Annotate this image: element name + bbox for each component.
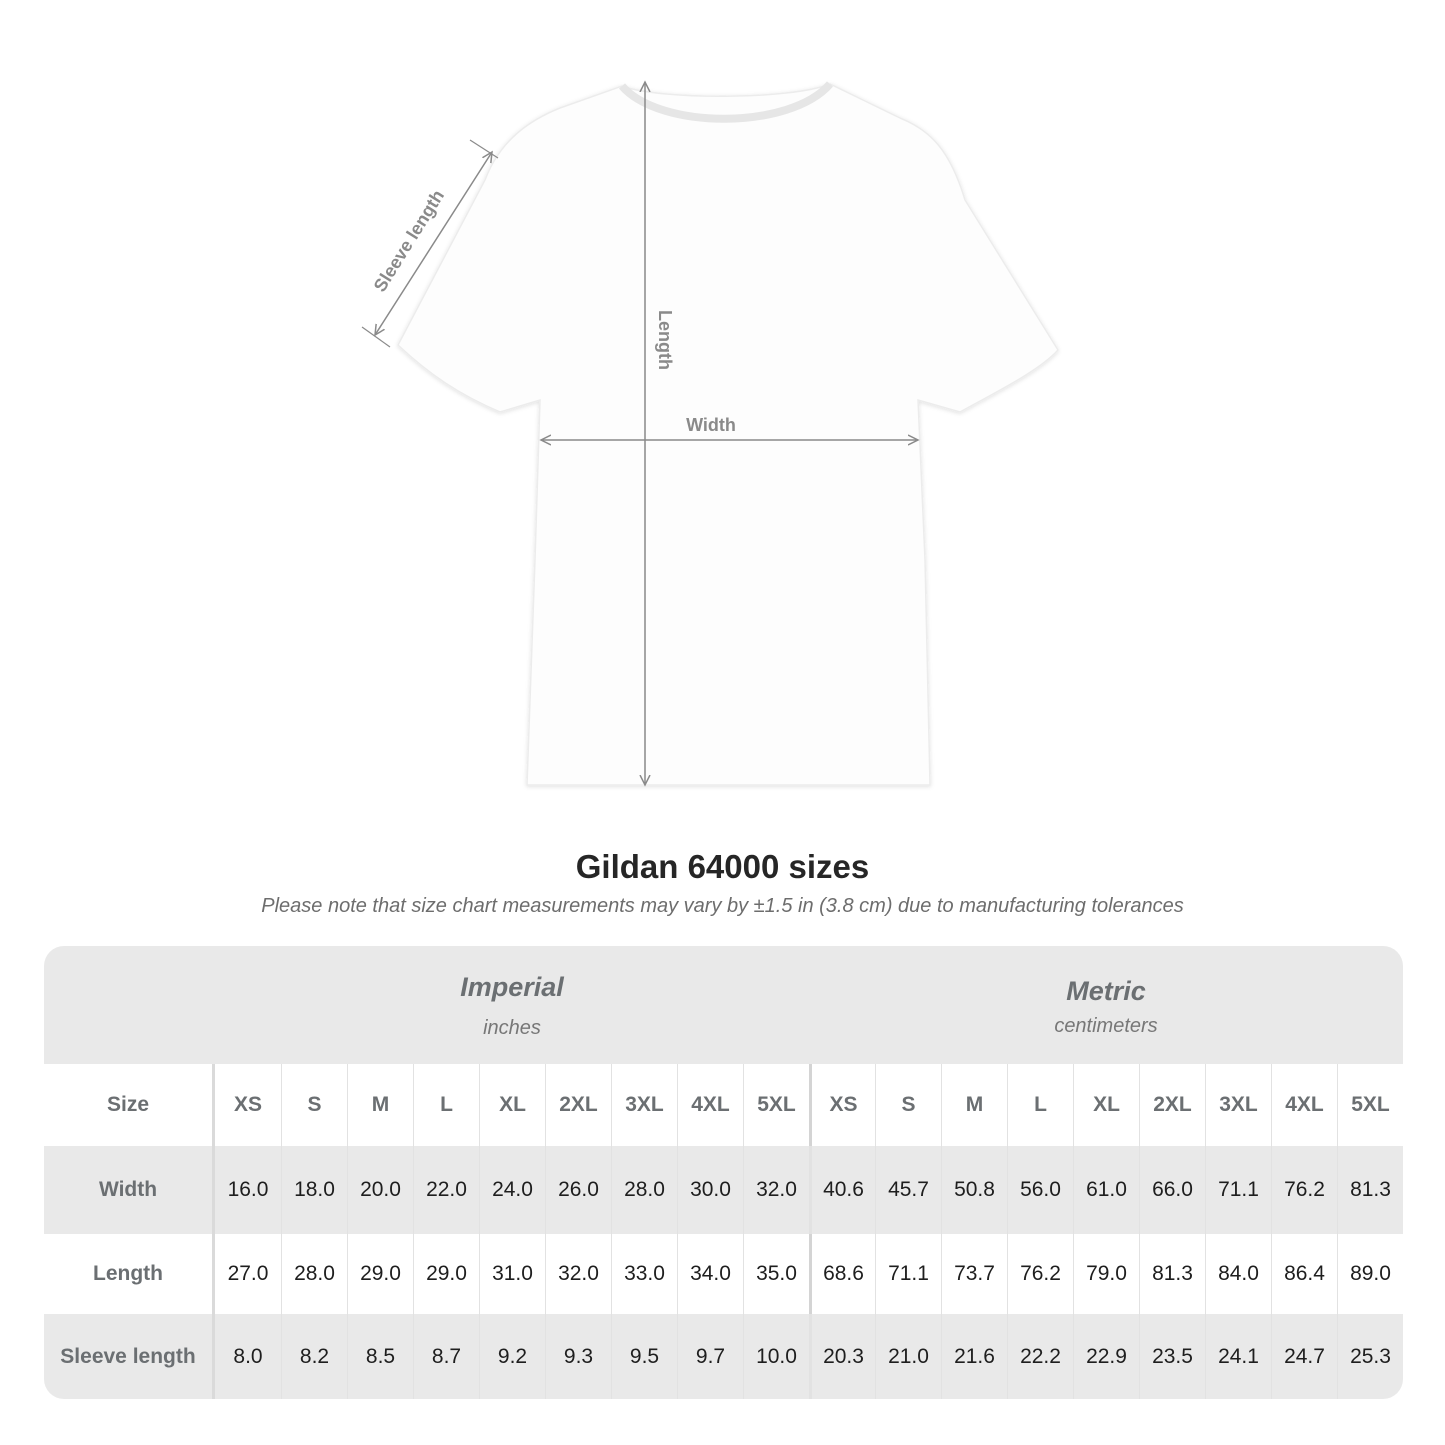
length-label: Length <box>655 310 675 370</box>
table-cell: 27.0 <box>227 1262 269 1285</box>
sleeve-measure-line <box>375 152 492 335</box>
page-title: Gildan 64000 sizes <box>575 848 870 885</box>
row-label: Width <box>44 1146 215 1234</box>
table-cell: 20.3 <box>809 1314 875 1399</box>
size-header-cell: 4XL <box>677 1064 743 1146</box>
table-cell: 25.3 <box>1337 1314 1403 1399</box>
table-cell: 68.6 <box>809 1234 875 1314</box>
size-header-cell: 5XL <box>1337 1064 1403 1146</box>
table-cell: 31.0 <box>479 1234 545 1314</box>
table-cell: 18.0 <box>281 1146 347 1234</box>
table-cell: 22.9 <box>1073 1314 1139 1399</box>
table-cell: 30.0 <box>677 1146 743 1234</box>
size-header-cell: 3XL <box>1205 1064 1271 1146</box>
table-cell: 86.4 <box>1271 1234 1337 1314</box>
metric-header: Metric centimeters <box>809 946 1403 1094</box>
size-header-cell: 3XL <box>611 1064 677 1146</box>
row-label: Length <box>44 1234 215 1314</box>
size-header-cell: M <box>941 1064 1007 1146</box>
metric-title: Metric <box>1066 976 1146 1006</box>
table-cell: 71.1 <box>875 1234 941 1314</box>
table-cell: 76.2 <box>1007 1234 1073 1314</box>
table-cell: 8.7 <box>413 1314 479 1399</box>
size-header-cell: L <box>1007 1064 1073 1146</box>
table-cell: 79.0 <box>1073 1234 1139 1314</box>
table-cell: 29.0 <box>347 1234 413 1314</box>
table-cell: 22.2 <box>1007 1314 1073 1399</box>
table-cell: 24.7 <box>1271 1314 1337 1399</box>
table-cell: 33.0 <box>611 1234 677 1314</box>
table-cell: 40.6 <box>809 1146 875 1234</box>
table-cell: 21.6 <box>941 1314 1007 1399</box>
table-cell: 29.0 <box>413 1234 479 1314</box>
row-label: Sleeve length <box>44 1314 215 1399</box>
size-header-cell: 5XL <box>743 1064 809 1146</box>
size-header-cell: 2XL <box>545 1064 611 1146</box>
table-cell: 8.5 <box>347 1314 413 1399</box>
tshirt-diagram: Sleeve length Length Width <box>361 0 1059 820</box>
imperial-title: Imperial <box>460 972 564 1002</box>
table-cell: 34.0 <box>677 1234 743 1314</box>
table-cell: 21.0 <box>875 1314 941 1399</box>
imperial-header: Imperial inches <box>215 946 809 1090</box>
table-cell: 10.0 <box>743 1314 809 1399</box>
table-cell: 84.0 <box>1205 1234 1271 1314</box>
size-header-row: Size XS S M L XL 2XL 3XL 4XL 5XL XS S M L XL 2XL 3XL 4XL 5… <box>44 1064 1403 1146</box>
table-cell: 28.0 <box>611 1146 677 1234</box>
table-cell: 9.7 <box>677 1314 743 1399</box>
table-cell: 32.0 <box>545 1234 611 1314</box>
size-header-cell: 4XL <box>1271 1064 1337 1146</box>
table-cell: 28.0 <box>281 1234 347 1314</box>
table-cell: 9.2 <box>479 1314 545 1399</box>
table-cell: 8.0 <box>233 1344 263 1368</box>
sleeve-tick <box>469 139 499 159</box>
table-cell: 50.8 <box>941 1146 1007 1234</box>
table-cell: 45.7 <box>875 1146 941 1234</box>
table-cell: 32.0 <box>743 1146 809 1234</box>
size-header-cell: XS <box>233 1093 262 1116</box>
size-header-cell: XS <box>809 1064 875 1146</box>
size-table: Imperial inches Metric centimeters Size X… <box>44 946 1403 1399</box>
table-row: Width 16.0 18.0 20.0 22.0 24.0 26.0 28.0 30.0 32.… <box>44 1146 1403 1234</box>
table-cell: 81.3 <box>1337 1146 1403 1234</box>
table-cell: 24.1 <box>1205 1314 1271 1399</box>
table-cell: 23.5 <box>1139 1314 1205 1399</box>
table-cell: 20.0 <box>347 1146 413 1234</box>
row-label: Size <box>44 1064 215 1146</box>
table-cell: 89.0 <box>1337 1234 1403 1314</box>
size-header-cell: S <box>875 1064 941 1146</box>
table-cell: 61.0 <box>1073 1146 1139 1234</box>
width-label: Width <box>686 415 736 435</box>
sleeve-tick <box>361 326 391 348</box>
table-cell: 76.2 <box>1271 1146 1337 1234</box>
size-header-cell: L <box>413 1064 479 1146</box>
table-cell: 9.3 <box>545 1314 611 1399</box>
size-header-cell: XL <box>1073 1064 1139 1146</box>
table-cell: 9.5 <box>611 1314 677 1399</box>
imperial-unit: inches <box>483 1017 541 1039</box>
metric-unit: centimeters <box>1054 1015 1158 1037</box>
table-cell: 71.1 <box>1205 1146 1271 1234</box>
table-cell: 73.7 <box>941 1234 1007 1314</box>
table-cell: 81.3 <box>1139 1234 1205 1314</box>
table-cell: 8.2 <box>281 1314 347 1399</box>
table-cell: 56.0 <box>1007 1146 1073 1234</box>
table-cell: 66.0 <box>1139 1146 1205 1234</box>
size-header-cell: S <box>281 1064 347 1146</box>
size-header-cell: M <box>347 1064 413 1146</box>
table-row: Length 27.0 28.0 29.0 29.0 31.0 32.0 33.0 34.0 35… <box>44 1234 1403 1314</box>
size-header-cell: XL <box>479 1064 545 1146</box>
size-header-cell: 2XL <box>1139 1064 1205 1146</box>
table-cell: 16.0 <box>227 1178 269 1201</box>
table-cell: 26.0 <box>545 1146 611 1234</box>
table-cell: 24.0 <box>479 1146 545 1234</box>
tolerance-note: Please note that size chart measurements… <box>261 895 1184 917</box>
table-cell: 35.0 <box>743 1234 809 1314</box>
table-cell: 22.0 <box>413 1146 479 1234</box>
table-row: Sleeve length 8.0 8.2 8.5 8.7 9.2 9.3 9.5 9.7 10.… <box>44 1314 1403 1399</box>
